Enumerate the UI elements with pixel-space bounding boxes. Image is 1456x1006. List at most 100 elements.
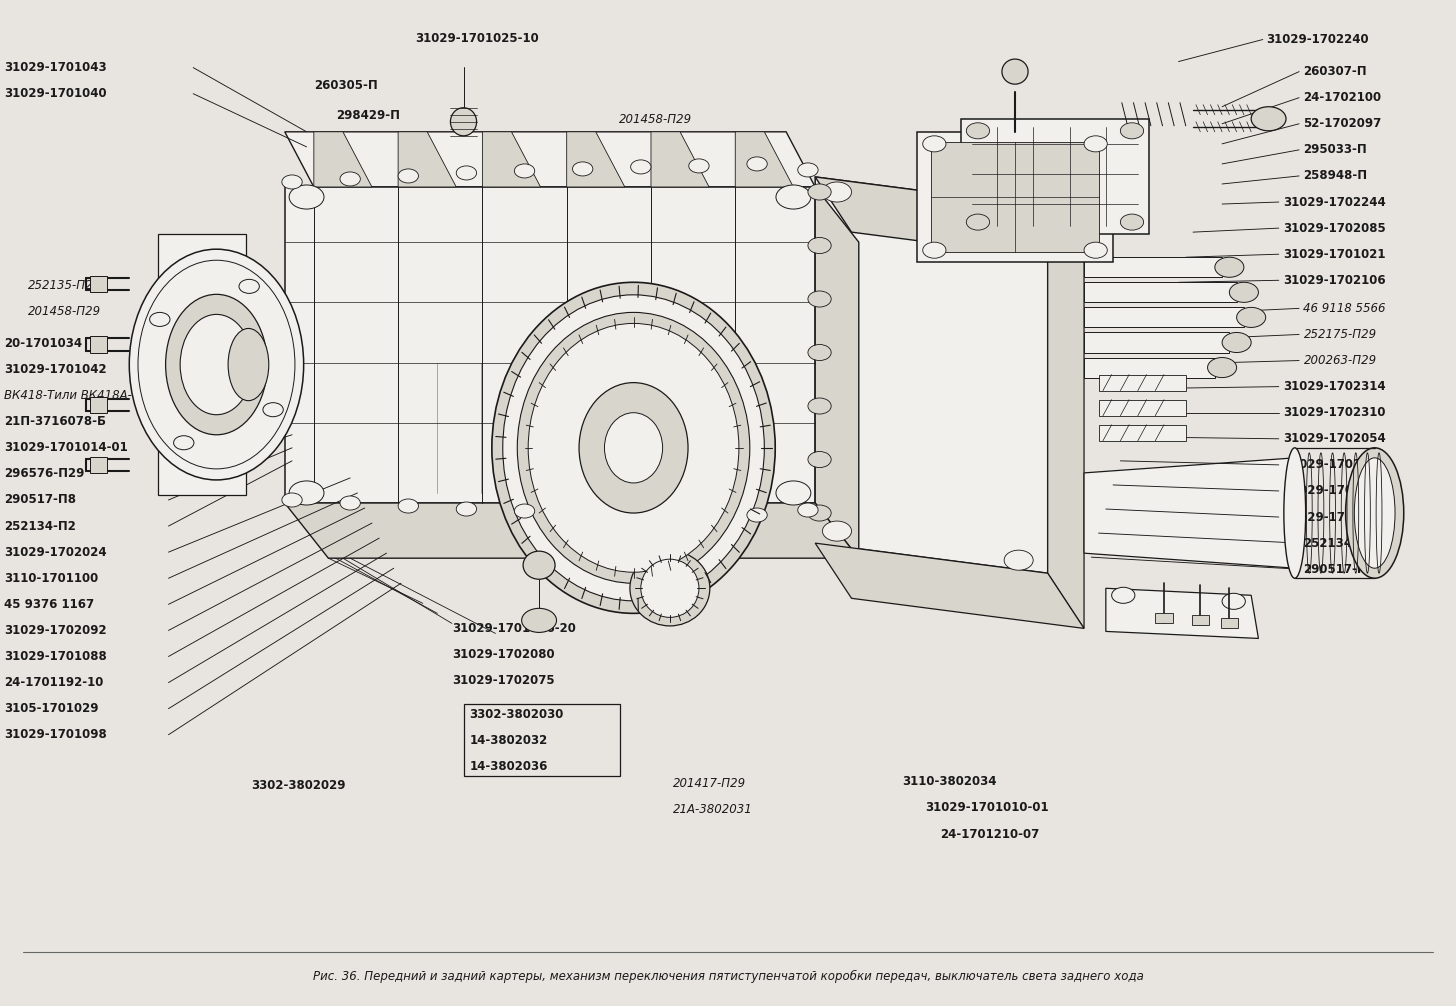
Text: 260305-П: 260305-П [314, 79, 377, 93]
Bar [1155, 614, 1172, 624]
Ellipse shape [523, 551, 555, 579]
Bar [1220, 619, 1238, 629]
Text: 31029-1702314: 31029-1702314 [1283, 380, 1386, 393]
Text: 252134-П2: 252134-П2 [1303, 536, 1376, 549]
Text: 24-1701210-07: 24-1701210-07 [941, 828, 1040, 841]
Circle shape [923, 242, 946, 259]
Circle shape [456, 502, 476, 516]
Circle shape [808, 184, 831, 200]
Circle shape [1207, 357, 1236, 377]
Circle shape [776, 481, 811, 505]
Text: 31029-1702106: 31029-1702106 [1283, 274, 1386, 287]
Text: 3110-3802034: 3110-3802034 [903, 776, 997, 789]
Bar [1085, 258, 1222, 278]
Ellipse shape [1284, 448, 1306, 578]
Text: 21А-3802031: 21А-3802031 [673, 804, 753, 817]
Circle shape [341, 496, 360, 510]
Circle shape [689, 509, 709, 523]
Text: 3302-3802029: 3302-3802029 [252, 780, 347, 793]
Text: 31029-1702246: 31029-1702246 [601, 165, 705, 178]
Circle shape [290, 185, 325, 209]
Text: 31029-1702084: 31029-1702084 [601, 191, 705, 204]
Polygon shape [314, 132, 371, 187]
Text: 31029-1702240: 31029-1702240 [1265, 33, 1369, 46]
Circle shape [630, 160, 651, 174]
Text: 296906-П: 296906-П [623, 328, 687, 341]
Circle shape [823, 521, 852, 541]
Text: 20-1701034: 20-1701034 [4, 337, 83, 350]
Text: 31029-1702310: 31029-1702310 [1283, 406, 1386, 420]
Circle shape [808, 237, 831, 254]
Ellipse shape [492, 283, 775, 614]
Bar [1085, 283, 1236, 303]
Text: 31029-1702041: 31029-1702041 [1283, 485, 1386, 497]
Polygon shape [735, 132, 794, 187]
Circle shape [808, 505, 831, 521]
Circle shape [282, 175, 303, 189]
Text: 31029-1701042: 31029-1701042 [4, 363, 106, 376]
Text: 31029-1702024: 31029-1702024 [4, 545, 106, 558]
Circle shape [630, 508, 651, 522]
Circle shape [1236, 308, 1265, 327]
Text: 252135-П2: 252135-П2 [28, 279, 93, 292]
Circle shape [776, 185, 811, 209]
Ellipse shape [166, 295, 268, 435]
Ellipse shape [181, 315, 253, 414]
Text: 290517-П8: 290517-П8 [1303, 562, 1376, 575]
Text: 201454-П29: 201454-П29 [629, 276, 702, 289]
Text: 52-1702097: 52-1702097 [1303, 118, 1382, 131]
Polygon shape [815, 187, 859, 558]
Ellipse shape [641, 559, 699, 618]
Ellipse shape [229, 328, 269, 400]
Circle shape [798, 503, 818, 517]
Circle shape [521, 609, 556, 633]
Text: 31029-1702054: 31029-1702054 [1283, 433, 1386, 446]
Text: 31029-1702080: 31029-1702080 [451, 648, 555, 661]
Polygon shape [815, 177, 1048, 573]
Text: 31029-1701040: 31029-1701040 [4, 88, 106, 101]
Text: 21П-3716078-Б: 21П-3716078-Б [4, 415, 106, 429]
Bar [90, 396, 108, 412]
Bar [1099, 374, 1185, 390]
Circle shape [1222, 594, 1245, 610]
Circle shape [397, 499, 418, 513]
Text: 252134-П2: 252134-П2 [4, 519, 76, 532]
FancyBboxPatch shape [932, 142, 1099, 253]
Polygon shape [397, 132, 456, 187]
Text: 31029-1701088: 31029-1701088 [4, 650, 108, 663]
Polygon shape [1107, 589, 1258, 639]
Polygon shape [566, 132, 625, 187]
Text: 31029-1702092: 31029-1702092 [4, 624, 106, 637]
Circle shape [1120, 214, 1143, 230]
Bar [1085, 332, 1229, 352]
Circle shape [808, 344, 831, 360]
Text: 201417-П29: 201417-П29 [673, 778, 745, 791]
Polygon shape [285, 187, 815, 503]
Circle shape [1085, 242, 1108, 259]
Circle shape [798, 163, 818, 177]
Text: 258948-П: 258948-П [1303, 169, 1367, 182]
Text: 14-3802032: 14-3802032 [469, 734, 547, 747]
Circle shape [282, 493, 303, 507]
Polygon shape [285, 503, 859, 558]
Circle shape [808, 398, 831, 414]
Text: 290517-П8: 290517-П8 [4, 494, 76, 506]
Text: 200263-П29: 200263-П29 [1303, 354, 1376, 367]
Text: 31029-1702244: 31029-1702244 [1283, 195, 1386, 208]
Circle shape [173, 436, 194, 450]
Text: 3110-1701100: 3110-1701100 [4, 571, 99, 584]
Circle shape [689, 159, 709, 173]
Ellipse shape [450, 108, 476, 136]
Text: 3302-3802030: 3302-3802030 [469, 708, 563, 721]
Circle shape [397, 169, 418, 183]
Text: 295033-П: 295033-П [1303, 144, 1367, 156]
Ellipse shape [502, 295, 764, 601]
Ellipse shape [130, 249, 304, 480]
Text: 45 9376 1167: 45 9376 1167 [4, 598, 95, 611]
Text: 252155-П2: 252155-П2 [629, 302, 695, 315]
Text: 31029-1702075: 31029-1702075 [451, 674, 555, 687]
Text: 31029-1702040: 31029-1702040 [1283, 511, 1386, 523]
Circle shape [1120, 123, 1143, 139]
Circle shape [1005, 550, 1034, 570]
Text: 296576-П29: 296576-П29 [4, 468, 84, 481]
